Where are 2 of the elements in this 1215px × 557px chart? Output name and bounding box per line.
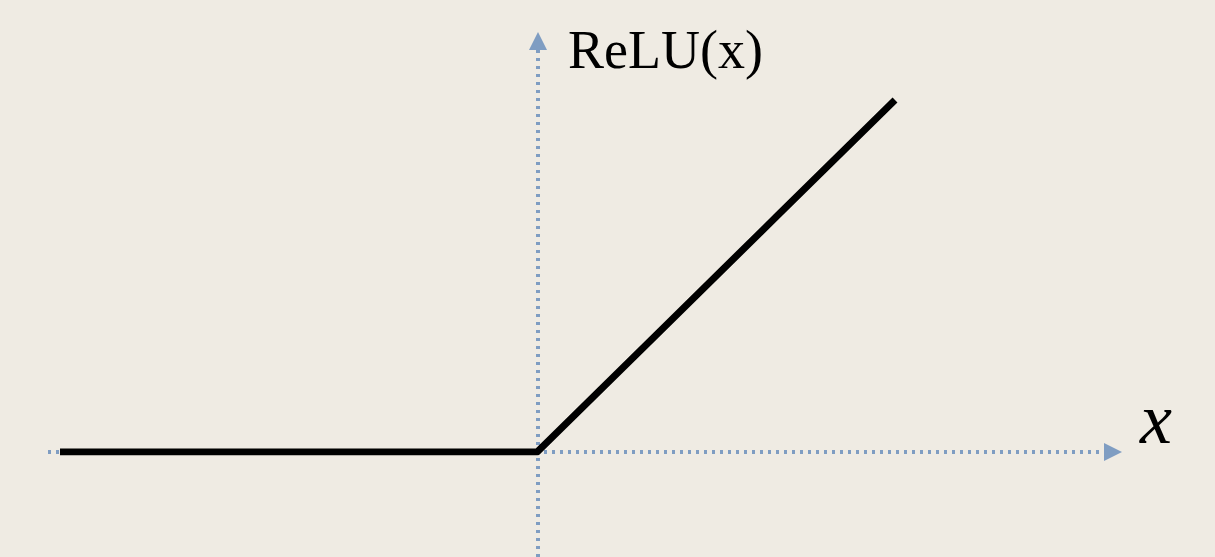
y-axis-title: ReLU(x) xyxy=(568,20,763,80)
x-axis-title: x xyxy=(1139,379,1172,459)
